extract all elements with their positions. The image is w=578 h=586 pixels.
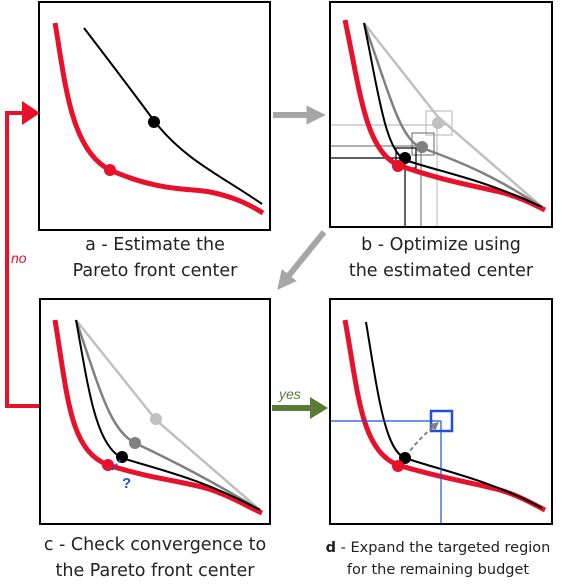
caption-d-line1-text: - Expand the targeted region (336, 540, 551, 556)
caption-c: c - Check convergence to the Pareto fron… (10, 532, 300, 584)
pareto-center-point (392, 460, 404, 472)
center-point-dark (116, 451, 128, 463)
caption-b: b - Optimize using the estimated center (318, 232, 564, 284)
caption-c-line1: c - Check convergence to (43, 535, 267, 555)
expansion-arrow-head (430, 422, 439, 431)
caption-b-line1: b - Optimize using (361, 235, 521, 255)
convergence-question-mark: ? (122, 475, 131, 492)
caption-d-line2: for the remaining budget (346, 562, 530, 578)
panel-d (329, 298, 553, 525)
no-loop-arrow (5, 101, 40, 408)
center-point-light (150, 413, 162, 425)
pareto-center-point (392, 160, 404, 172)
center-point-light (432, 117, 444, 129)
pareto-center-point (102, 459, 114, 471)
center-point-dark (399, 152, 411, 164)
panel-a (38, 1, 271, 231)
pareto-front-curve (52, 22, 265, 216)
pareto-center-point (104, 164, 116, 176)
caption-d: d - Expand the targeted region for the r… (298, 537, 578, 581)
caption-d-line1: d - Expand the targeted region (298, 537, 578, 559)
projection-lines (331, 110, 453, 226)
convergence-check-arrow (111, 458, 122, 471)
yes-label: yes (278, 386, 301, 402)
caption-d-letter: d (325, 540, 336, 556)
panel-c: ? (39, 298, 271, 525)
target-region-box (429, 409, 454, 433)
panel-a-frame (38, 1, 271, 231)
caption-a-line2: Pareto front center (72, 261, 238, 281)
no-label: no (11, 250, 27, 266)
center-point-mid (129, 437, 141, 449)
center-point-mid (416, 141, 428, 153)
panel-b (329, 1, 553, 228)
caption-b-line2: the estimated center (348, 261, 534, 281)
center-point-dark (399, 452, 411, 464)
arrow-b-to-c (277, 230, 327, 290)
expansion-arrow (405, 423, 438, 457)
estimated-center-point (148, 116, 160, 128)
caption-a: a - Estimate the Pareto front center (40, 232, 270, 284)
yes-arrow (272, 397, 328, 419)
pareto-front-curve (342, 19, 547, 213)
pareto-front-curve (52, 319, 263, 516)
caption-a-line1: a - Estimate the (85, 235, 225, 255)
caption-c-line2: the Pareto front center (55, 561, 255, 581)
